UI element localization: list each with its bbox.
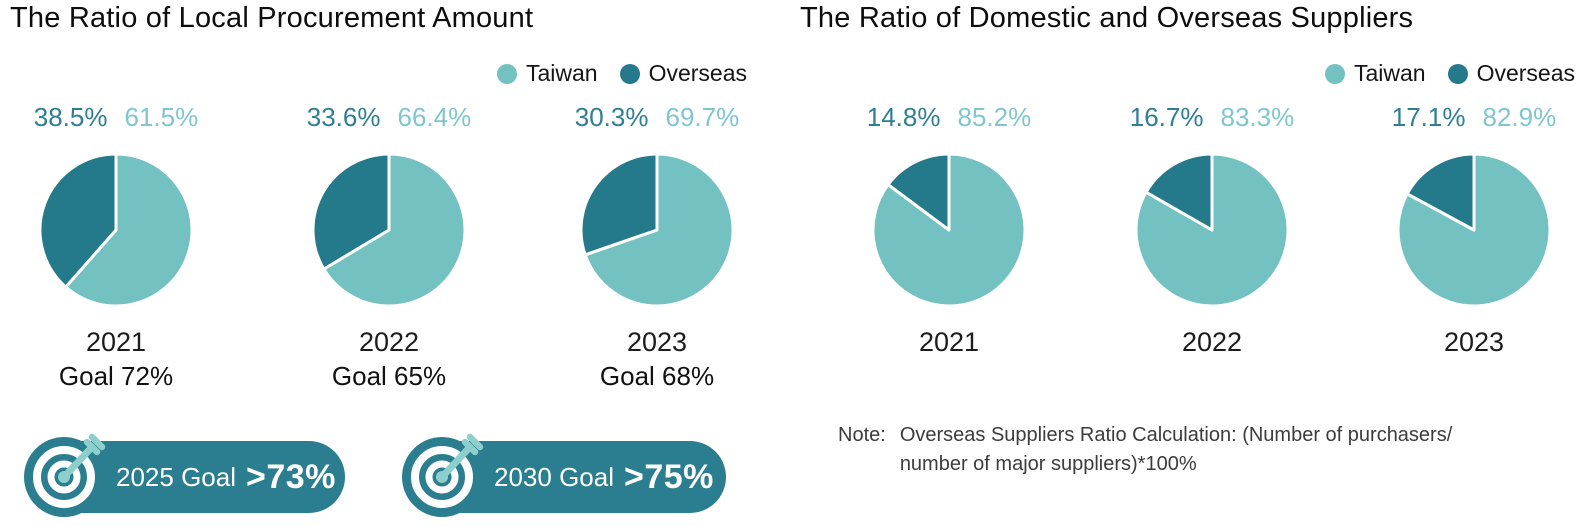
- goal-word: Goal: [599, 361, 655, 391]
- taiwan-percent: 66.4%: [397, 102, 472, 132]
- goal-value: 65%: [394, 361, 447, 391]
- goal-row: Goal 65%: [299, 361, 479, 392]
- taiwan-percent: 69.7%: [665, 102, 740, 132]
- legend-item-taiwan: Taiwan: [496, 60, 598, 87]
- percent-row: 14.8% 85.2%: [859, 102, 1039, 133]
- overseas-percent: 30.3%: [574, 102, 649, 132]
- year-label: 2021: [85, 327, 147, 357]
- pie-chart: [1132, 150, 1292, 310]
- legend-item-overseas: Overseas: [619, 60, 747, 87]
- year-label: 2023: [626, 327, 688, 357]
- pie-chart: [36, 150, 196, 310]
- pie-chart: [309, 150, 469, 310]
- goal-row: Goal 68%: [567, 361, 747, 392]
- legend: Taiwan Overseas: [496, 60, 747, 87]
- note-label: Note:: [838, 424, 886, 446]
- percent-row: 33.6% 66.4%: [299, 102, 479, 133]
- legend-label: Overseas: [1476, 60, 1575, 86]
- pie-chart: [869, 150, 1029, 310]
- pie-group-2021: 14.8% 85.2% 2021: [859, 0, 1039, 420]
- taiwan-percent: 61.5%: [124, 102, 199, 132]
- goal-value: 72%: [121, 361, 174, 391]
- legend-item-overseas: Overseas: [1447, 60, 1575, 87]
- overseas-percent: 14.8%: [866, 102, 941, 132]
- target-dart-icon: [24, 433, 106, 517]
- note-line-2: number of major suppliers)*100%: [899, 453, 1197, 475]
- year-label: 2021: [918, 327, 980, 357]
- overseas-percent: 38.5%: [33, 102, 108, 132]
- badge-goal-value: >73%: [245, 457, 336, 496]
- legend-label: Taiwan: [1353, 60, 1426, 86]
- goal-word: Goal: [58, 361, 114, 391]
- percent-row: 17.1% 82.9%: [1384, 102, 1564, 133]
- badge-year-goal: 2030 Goal: [494, 461, 614, 492]
- pie-group-2022: 33.6% 66.4% 2022 Goal 65%: [299, 0, 479, 420]
- pie-group-2021: 38.5% 61.5% 2021 Goal 72%: [26, 0, 206, 420]
- goal-word: Goal: [331, 361, 387, 391]
- overseas-percent: 17.1%: [1391, 102, 1466, 132]
- pie-group-2023: 30.3% 69.7% 2023 Goal 68%: [567, 0, 747, 420]
- overseas-legend-dot-icon: [1447, 63, 1468, 84]
- pie-chart: [1394, 150, 1554, 310]
- note-text: Overseas Suppliers Ratio Calculation: (N…: [900, 421, 1452, 479]
- goal-badge-2025: 2025 Goal >73%: [24, 433, 345, 517]
- taiwan-legend-dot-icon: [1324, 63, 1345, 84]
- goal-badge-2030: 2030 Goal >75%: [402, 433, 726, 517]
- badge-goal-value: >75%: [623, 457, 714, 496]
- percent-row: 30.3% 69.7%: [567, 102, 747, 133]
- pie-chart: [577, 150, 737, 310]
- overseas-percent: 33.6%: [306, 102, 381, 132]
- percent-row: 16.7% 83.3%: [1122, 102, 1302, 133]
- badge-year-goal: 2025 Goal: [116, 461, 236, 492]
- note-line-1: Overseas Suppliers Ratio Calculation: (N…: [899, 424, 1453, 446]
- legend-label: Overseas: [648, 60, 747, 86]
- legend-label: Taiwan: [525, 60, 598, 86]
- pie-group-2022: 16.7% 83.3% 2022: [1122, 0, 1302, 420]
- year-label: 2022: [358, 327, 420, 357]
- taiwan-percent: 85.2%: [957, 102, 1032, 132]
- year-label: 2022: [1181, 327, 1243, 357]
- goal-row: Goal 72%: [26, 361, 206, 392]
- taiwan-percent: 83.3%: [1220, 102, 1295, 132]
- target-dart-icon: [402, 433, 484, 517]
- legend-item-taiwan: Taiwan: [1324, 60, 1426, 87]
- chart-title: The Ratio of Domestic and Overseas Suppl…: [800, 2, 1414, 34]
- chart-domestic-overseas-suppliers: The Ratio of Domestic and Overseas Suppl…: [790, 0, 1583, 527]
- pie-group-2023: 17.1% 82.9% 2023: [1384, 0, 1564, 420]
- chart-title: The Ratio of Local Procurement Amount: [10, 2, 534, 34]
- legend: Taiwan Overseas: [1324, 60, 1575, 87]
- taiwan-percent: 82.9%: [1482, 102, 1557, 132]
- goal-value: 68%: [662, 361, 715, 391]
- overseas-percent: 16.7%: [1129, 102, 1204, 132]
- footnote: Note: Overseas Suppliers Ratio Calculati…: [838, 421, 1452, 479]
- chart-local-procurement: The Ratio of Local Procurement Amount Ta…: [0, 0, 790, 527]
- overseas-legend-dot-icon: [619, 63, 640, 84]
- taiwan-legend-dot-icon: [496, 63, 517, 84]
- year-label: 2023: [1443, 327, 1505, 357]
- percent-row: 38.5% 61.5%: [26, 102, 206, 133]
